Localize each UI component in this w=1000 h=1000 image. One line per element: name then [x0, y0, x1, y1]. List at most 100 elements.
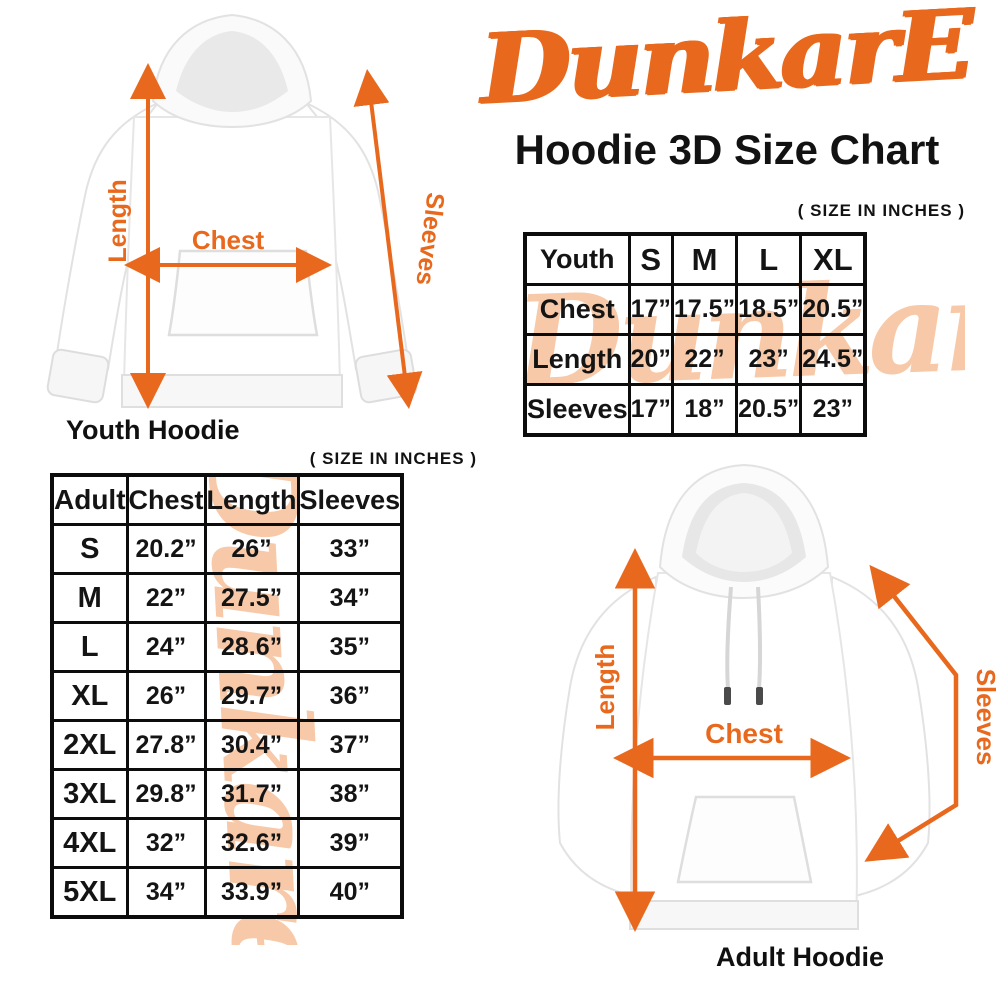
value-cell: 38” [296, 768, 404, 820]
value-cell: 22” [670, 333, 739, 386]
value-cell: 26” [125, 670, 207, 722]
value-cell: 27.8” [125, 719, 207, 771]
row-label-cell: 2XL [50, 719, 129, 771]
table-row: L 24” 28.6” 35” [50, 621, 404, 673]
table-row: Length 20” 22” 23” 24.5” [523, 333, 867, 386]
adult-length-label: Length [590, 644, 620, 731]
value-cell: 17.5” [670, 283, 739, 336]
header-cell: Chest [125, 473, 207, 526]
row-label-cell: 3XL [50, 768, 129, 820]
adult-size-note: ( SIZE IN INCHES ) [309, 449, 477, 468]
adult-drawstring-tip-right [756, 687, 763, 705]
row-label-cell: 4XL [50, 817, 129, 869]
value-cell: 28.6” [203, 621, 300, 673]
youth-size-table: Youth S M L XL Chest 17” 17.5” 18.5” 20.5” Length 2… [523, 232, 868, 437]
value-cell: 34” [296, 572, 404, 624]
value-cell: 30.4” [203, 719, 300, 771]
value-cell: 31.7” [203, 768, 300, 820]
row-label-cell: Length [523, 333, 631, 386]
page-title: Hoodie 3D Size Chart [514, 126, 940, 173]
adult-size-table: Adult Chest Length Sleeves S 20.2” 26” 33” M 22” 2… [50, 473, 405, 919]
header-cell: M [670, 232, 739, 286]
adult-sleeves-label: Sleeves [971, 669, 1000, 766]
value-cell: 35” [296, 621, 404, 673]
value-cell: 39” [296, 817, 404, 869]
value-cell: 18.5” [735, 283, 803, 336]
value-cell: 33.9” [203, 866, 300, 919]
value-cell: 33” [296, 523, 404, 575]
row-label-cell: L [50, 621, 129, 673]
adult-pocket [676, 795, 813, 884]
row-label-cell: Chest [523, 283, 631, 336]
value-cell: 22” [125, 572, 207, 624]
youth-sleeves-label: Sleeves [410, 191, 449, 287]
header-cell: Youth [523, 232, 631, 286]
value-cell: 20” [627, 333, 674, 386]
header-cell: L [735, 232, 803, 286]
value-cell: 29.8” [125, 768, 207, 820]
table-row: 2XL 27.8” 30.4” 37” [50, 719, 404, 771]
youth-hood-opening [176, 31, 288, 112]
value-cell: 17” [627, 283, 674, 336]
value-cell: 20.5” [799, 283, 867, 336]
table-row: M 22” 27.5” 34” [50, 572, 404, 624]
header-cell: Adult [50, 473, 129, 526]
brand-logo: DunkarE [478, 0, 974, 126]
value-cell: 32” [125, 817, 207, 869]
value-cell: 24” [125, 621, 207, 673]
adult-drawstring-tip-left [724, 687, 731, 705]
youth-sleeves-arrow [353, 69, 423, 409]
youth-table-wrap: Dunkare Youth S M L XL Chest 17” 17.5” 18.5” 20.5… [523, 232, 965, 441]
value-cell: 32.6” [203, 817, 300, 869]
value-cell: 26” [203, 523, 300, 575]
table-row: 4XL 32” 32.6” 39” [50, 817, 404, 869]
table-row: XL 26” 29.7” 36” [50, 670, 404, 722]
value-cell: 18” [670, 383, 739, 437]
table-row: Chest 17” 17.5” 18.5” 20.5” [523, 283, 867, 336]
value-cell: 23” [799, 383, 867, 437]
header-cell: Sleeves [296, 473, 404, 526]
youth-left-cuff [46, 348, 110, 404]
adult-table-wrap: Dunkare Adult Chest Length Sleeves S 20.2” 26”… [50, 473, 477, 945]
value-cell: 27.5” [203, 572, 300, 624]
youth-size-note: ( SIZE IN INCHES ) [797, 201, 965, 220]
header-cell: Length [203, 473, 300, 526]
value-cell: 17” [627, 383, 674, 437]
value-cell: 40” [296, 866, 404, 919]
adult-hoodie-illustration: Length Chest Sleeves [557, 463, 1000, 932]
value-cell: 23” [735, 333, 803, 386]
adult-hem-band [629, 900, 859, 930]
header-row: Adult Chest Length Sleeves [50, 473, 404, 526]
youth-hem-band [121, 374, 343, 408]
value-cell: 20.5” [735, 383, 803, 437]
value-cell: 29.7” [203, 670, 300, 722]
adult-caption: Adult Hoodie [716, 942, 884, 972]
youth-length-label: Length [104, 179, 132, 262]
adult-drawstring-left [725, 586, 733, 690]
value-cell: 24.5” [799, 333, 867, 386]
youth-chest-label: Chest [192, 225, 265, 255]
youth-hoodie-figure: Length Chest Sleeves [10, 5, 455, 420]
adult-hoodie-figure: Length Chest Sleeves [488, 455, 1000, 960]
youth-caption: Youth Hoodie [66, 415, 240, 445]
row-label-cell: 5XL [50, 866, 129, 919]
header-cell: XL [799, 232, 867, 286]
value-cell: 36” [296, 670, 404, 722]
value-cell: 20.2” [125, 523, 207, 575]
youth-hoodie-illustration: Length Chest Sleeves [46, 13, 450, 409]
value-cell: 37” [296, 719, 404, 771]
row-label-cell: M [50, 572, 129, 624]
table-row: S 20.2” 26” 33” [50, 523, 404, 575]
adult-sleeves-arrow [864, 564, 959, 862]
value-cell: 34” [125, 866, 207, 919]
row-label-cell: XL [50, 670, 129, 722]
adult-chest-label: Chest [705, 718, 783, 749]
adult-drawstring-right [756, 586, 763, 690]
row-label-cell: S [50, 523, 129, 575]
table-row: 5XL 34” 33.9” 40” [50, 866, 404, 919]
row-label-cell: Sleeves [523, 383, 631, 437]
table-row: Sleeves 17” 18” 20.5” 23” [523, 383, 867, 437]
header-row: Youth S M L XL [523, 232, 867, 286]
header-cell: S [627, 232, 674, 286]
